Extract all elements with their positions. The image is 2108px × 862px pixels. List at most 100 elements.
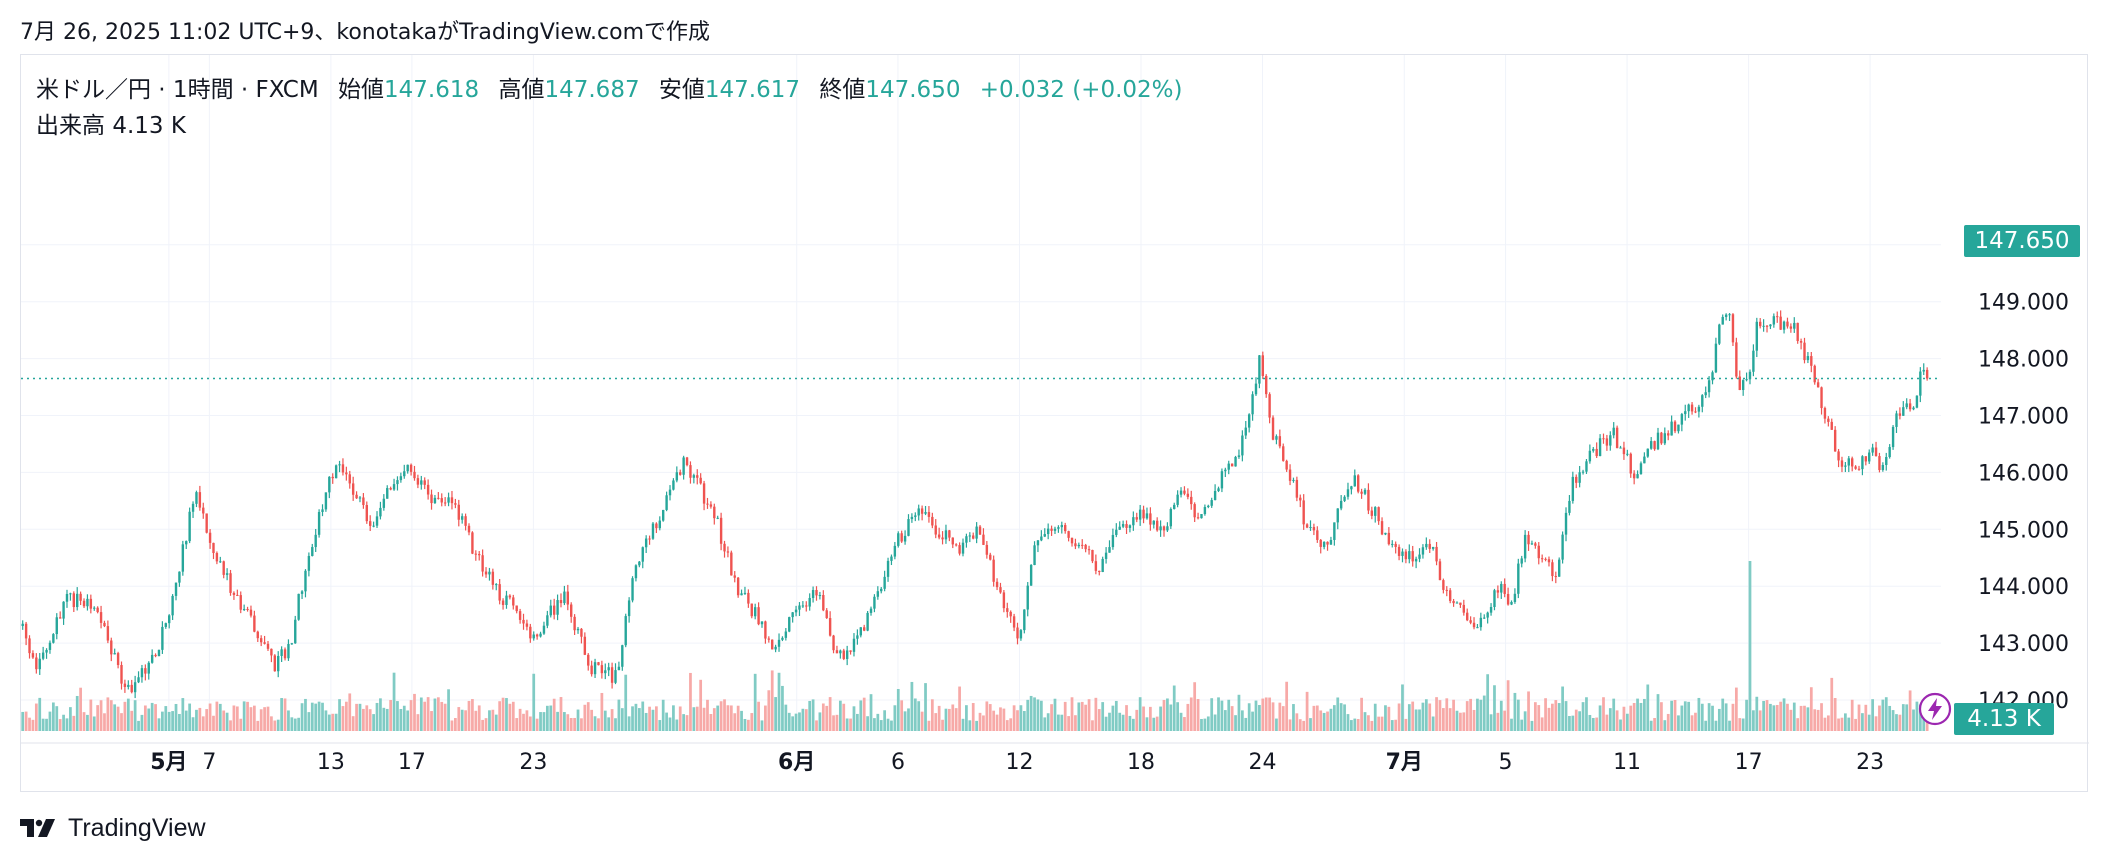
- lightning-bolt-icon[interactable]: [1918, 692, 1952, 726]
- candle-body: [270, 648, 273, 656]
- volume-bar: [477, 705, 481, 731]
- volume-bar: [982, 715, 985, 731]
- candle-body: [307, 555, 311, 571]
- candle-body: [1421, 547, 1425, 555]
- volume-bar: [563, 712, 566, 731]
- candle-body: [277, 655, 280, 672]
- symbol-label[interactable]: 米ドル／円 · 1時間 · FXCM: [36, 77, 319, 103]
- candle-body: [1374, 507, 1377, 516]
- volume-bar: [746, 719, 750, 731]
- candle-body: [1459, 602, 1462, 605]
- candle-body: [954, 544, 958, 546]
- candle-body: [1370, 510, 1374, 516]
- candle-body: [880, 588, 883, 592]
- volume-bar: [702, 707, 706, 731]
- volume-bar: [1469, 698, 1472, 731]
- candle-body: [1217, 488, 1220, 492]
- candle-body: [869, 608, 873, 613]
- volume-bar: [362, 708, 365, 731]
- volume-bar: [1510, 718, 1513, 731]
- volume-bar: [1694, 712, 1697, 731]
- volume-bar: [1653, 718, 1656, 731]
- candle-body: [1207, 505, 1210, 508]
- candle-body: [760, 621, 764, 625]
- volume-bar: [620, 708, 624, 731]
- volume-bar: [1155, 716, 1159, 731]
- candle-body: [535, 634, 539, 637]
- candle-body: [1748, 371, 1752, 380]
- volume-bar: [1377, 716, 1381, 731]
- volume-bar: [1094, 697, 1098, 731]
- volume-bar: [641, 701, 645, 731]
- volume-bar: [1169, 704, 1173, 731]
- volume-bar: [300, 703, 304, 731]
- volume-bar: [198, 707, 202, 731]
- candle-body: [791, 612, 794, 618]
- candle-body: [1738, 376, 1741, 391]
- volume-bar: [225, 712, 229, 731]
- volume-bar: [896, 688, 900, 731]
- candle-body: [1796, 322, 1799, 342]
- volume-bar: [1588, 714, 1592, 731]
- candle-body: [566, 591, 570, 605]
- candle-body: [1885, 457, 1888, 465]
- volume-bar: [1551, 703, 1554, 731]
- candle-body: [229, 573, 232, 593]
- volume-bar: [382, 707, 386, 731]
- volume-bar: [1724, 703, 1728, 731]
- volume-bar: [1591, 717, 1595, 731]
- candle-body: [931, 516, 934, 526]
- volume-bar: [1850, 699, 1854, 731]
- volume-bar: [79, 687, 82, 731]
- volume-bar: [184, 710, 188, 731]
- candle-body: [65, 593, 69, 602]
- candle-body: [1190, 496, 1193, 505]
- candle-body: [341, 464, 345, 473]
- candle-body: [1609, 435, 1612, 446]
- candle-body: [1442, 580, 1445, 590]
- volume-bar: [1319, 710, 1323, 731]
- volume-bar: [48, 711, 52, 731]
- volume-bar: [287, 710, 290, 731]
- volume-bar: [1009, 718, 1013, 731]
- candle-body: [1210, 500, 1213, 506]
- volume-bar: [1544, 698, 1547, 731]
- volume-bar: [1060, 714, 1064, 731]
- volume-bar: [1786, 703, 1789, 731]
- tradingview-footer[interactable]: TradingView: [20, 812, 206, 844]
- volume-bar: [879, 720, 883, 731]
- volume-bar: [828, 697, 832, 731]
- volume-bar: [1499, 700, 1503, 731]
- candle-body: [86, 598, 89, 607]
- volume-bar: [38, 697, 42, 731]
- volume-bar: [283, 698, 287, 731]
- price-axis-label: 146.000: [1978, 461, 2069, 486]
- volume-bar: [1424, 699, 1428, 731]
- volume-bar: [542, 712, 546, 731]
- volume-bar: [1128, 715, 1132, 731]
- candle-body: [505, 595, 508, 605]
- candle-body: [825, 610, 828, 619]
- high-value: 147.687: [544, 77, 640, 103]
- volume-bar: [1486, 674, 1490, 731]
- volume-bar: [655, 706, 658, 731]
- time-axis-label: 13: [317, 750, 345, 775]
- candle-body: [910, 516, 914, 520]
- candle-body: [106, 626, 110, 641]
- volume-bar: [559, 697, 563, 731]
- candle-body: [556, 600, 559, 615]
- chart-panel[interactable]: 142.000 143.000 144.000 145.000 146.000 147.0…: [20, 54, 2089, 793]
- candle-body: [1489, 607, 1493, 613]
- volume-bar: [1660, 702, 1663, 731]
- candle-body: [1435, 546, 1438, 562]
- candle-body: [249, 609, 253, 616]
- volume-bar: [1476, 698, 1479, 731]
- volume-bar: [716, 705, 720, 731]
- volume-bar: [791, 716, 795, 731]
- candlestick-chart[interactable]: 142.000143.000144.000145.000146.000147.0…: [21, 55, 2089, 793]
- volume-bar: [648, 706, 651, 731]
- candle-body: [365, 505, 368, 522]
- volume-bar: [229, 720, 232, 731]
- candle-body: [1663, 433, 1667, 444]
- candle-body: [1200, 514, 1203, 519]
